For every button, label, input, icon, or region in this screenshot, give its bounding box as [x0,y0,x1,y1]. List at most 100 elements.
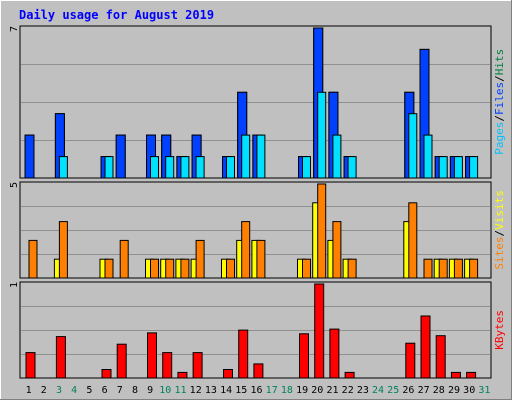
bar-kbytes-day-27 [420,315,431,379]
bar-pages-day-30 [469,156,479,179]
x-tick-label-day-27: 27 [418,385,430,396]
x-tick-label-day-29: 29 [448,385,460,396]
legend-sites-visits: Sites/Visits [493,190,506,270]
bar-kbytes-day-21 [329,328,340,379]
x-tick-label-day-30: 30 [463,385,475,396]
legend-item: / [493,75,506,82]
x-tick-label-day-18: 18 [281,385,293,396]
bar-pages-day-21 [332,134,342,179]
x-tick-label-day-7: 7 [117,385,123,396]
x-tick-label-day-8: 8 [132,385,138,396]
legend-item: Pages [493,122,506,155]
bar-pages-day-20 [317,91,327,179]
x-tick-label-day-14: 14 [220,385,232,396]
legend-item: / [493,115,506,122]
bar-kbytes-day-30 [466,371,477,379]
bar-sites-day-21 [332,221,342,279]
bar-pages-day-6 [104,156,114,179]
bar-pages-day-3 [58,156,68,179]
chart-title: Daily usage for August 2019 [19,8,214,22]
y-max-tick-label: 5 [9,182,20,188]
panel-kbytes: 1 KBytes [9,281,506,379]
bar-sites-day-29 [453,258,463,279]
x-tick-label-day-15: 15 [235,385,247,396]
bar-kbytes-day-15 [238,329,249,379]
x-tick-label-day-6: 6 [102,385,108,396]
bar-pages-day-12 [195,156,205,179]
x-tick-label-day-2: 2 [41,385,47,396]
bar-sites-day-26 [408,202,418,279]
bar-pages-day-26 [408,113,418,179]
bar-pages-day-27 [423,134,433,179]
bar-kbytes-day-19 [299,333,309,379]
x-tick-label-day-12: 12 [190,385,202,396]
bar-kbytes-day-9 [147,332,157,379]
x-tick-label-day-5: 5 [86,385,92,396]
x-tick-label-day-22: 22 [342,385,354,396]
bar-pages-day-11 [180,156,190,179]
bar-pages-day-9 [150,156,159,179]
bar-kbytes-day-11 [177,371,188,379]
bar-sites-day-6 [104,258,114,279]
bar-files-day-7 [115,134,126,179]
bar-sites-day-19 [302,258,311,279]
legend-item: Files [493,82,506,115]
bar-kbytes-day-29 [450,371,461,379]
bar-pages-day-10 [165,156,175,179]
panel-sites-visits: 5 Sites/Visits [9,181,506,279]
bar-sites-day-30 [469,258,479,279]
bar-pages-day-16 [256,134,266,179]
bar-kbytes-day-14 [223,369,233,379]
bar-sites-day-12 [195,239,205,279]
x-tick-label-day-1: 1 [26,385,32,396]
bar-kbytes-day-16 [253,363,264,379]
bar-sites-day-9 [150,258,159,279]
bar-sites-day-20 [317,183,327,279]
bar-sites-day-16 [256,239,266,279]
bar-pages-day-15 [241,134,251,179]
bar-pages-day-19 [302,156,311,179]
x-tick-label-day-11: 11 [174,385,186,396]
bar-pages-day-14 [226,156,235,179]
x-tick-label-day-21: 21 [326,385,338,396]
bar-kbytes-day-28 [435,335,446,379]
y-max-tick-label: 1 [9,282,20,288]
bar-kbytes-day-22 [344,371,355,379]
x-tick-label-day-16: 16 [250,385,262,396]
bar-pages-day-29 [453,156,463,179]
bar-sites-day-7 [119,239,129,279]
bar-kbytes-day-26 [405,342,416,379]
bar-files-day-1 [24,134,35,179]
bar-sites-day-28 [438,258,448,279]
x-tick-label-day-28: 28 [433,385,445,396]
bar-sites-day-22 [347,258,357,279]
bar-sites-day-15 [241,221,251,279]
x-tick-label-day-3: 3 [56,385,62,396]
legend-item: Visits [493,190,506,230]
bar-kbytes-day-10 [162,352,173,379]
legend-item: Hits [493,49,506,76]
x-tick-label-day-25: 25 [387,385,399,396]
bar-sites-day-27 [423,258,433,279]
bar-sites-day-11 [180,258,190,279]
bar-kbytes-day-7 [116,343,127,379]
bar-pages-day-28 [438,156,448,179]
legend-item: / [493,230,506,237]
legend-item: KBytes [493,310,506,350]
x-tick-label-day-20: 20 [311,385,323,396]
x-tick-label-day-17: 17 [266,385,278,396]
bar-sites-day-1 [28,239,38,279]
x-tick-label-day-13: 13 [205,385,217,396]
x-tick-label-day-10: 10 [159,385,171,396]
x-tick-label-day-4: 4 [71,385,77,396]
x-tick-label-day-19: 19 [296,385,308,396]
bar-sites-day-14 [226,258,235,279]
bar-kbytes-day-20 [314,283,325,379]
y-max-tick-label: 7 [9,26,20,32]
bar-kbytes-day-3 [55,336,66,379]
x-tick-label-day-23: 23 [357,385,369,396]
bar-sites-day-3 [58,221,68,279]
